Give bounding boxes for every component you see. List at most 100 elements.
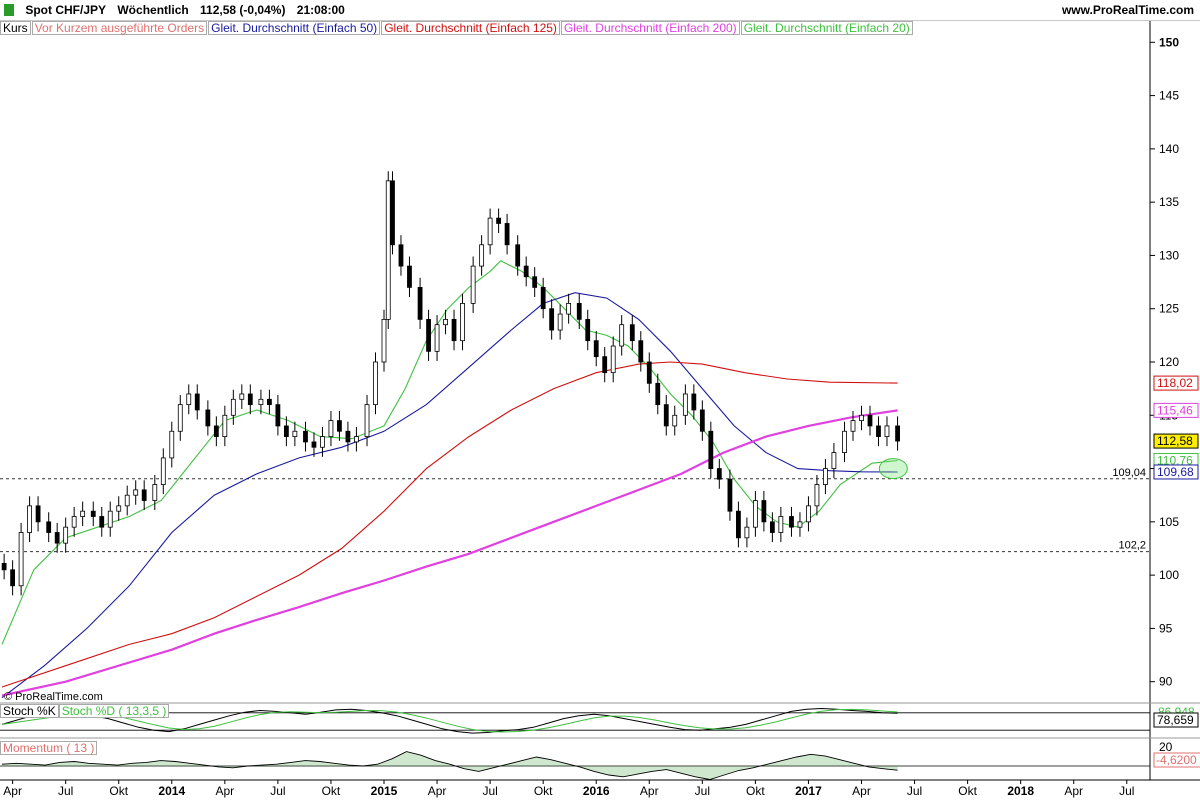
candle[interactable] [354,436,359,443]
candle[interactable] [18,532,24,587]
candle[interactable] [292,430,298,437]
legend-item-5[interactable]: Gleit. Durchschnitt (Einfach 20) [740,21,913,35]
candle[interactable] [247,393,253,406]
candle[interactable] [186,393,192,406]
candle[interactable] [141,489,147,501]
legend-item-1[interactable]: Vor Kurzem ausgeführte Orders [31,21,208,35]
candle[interactable] [303,430,308,443]
candle[interactable] [515,244,521,267]
candle[interactable] [320,436,325,448]
candle[interactable] [426,318,431,352]
candle[interactable] [258,398,264,406]
candle[interactable] [230,398,236,416]
candle[interactable] [337,420,342,432]
candle[interactable] [540,287,546,310]
candle[interactable] [789,516,794,528]
candle[interactable] [239,393,245,400]
candle[interactable] [752,500,758,528]
candle[interactable] [549,308,555,331]
momentum-label[interactable]: Momentum ( 13 ) [0,741,98,755]
candle[interactable] [876,425,881,437]
candle[interactable] [266,398,272,406]
candle[interactable] [744,526,750,539]
candle[interactable] [895,425,900,442]
candle[interactable] [443,318,448,326]
candle[interactable] [54,532,60,544]
candle[interactable] [859,414,864,422]
candle[interactable] [708,430,714,469]
stoch-legend-item-1[interactable]: Stoch %D ( 13,3,5 ) [58,704,170,718]
candle[interactable] [107,510,113,528]
candle[interactable] [699,409,705,432]
candle[interactable] [716,468,722,480]
candle[interactable] [283,425,289,437]
candle[interactable] [602,356,608,374]
candle[interactable] [727,478,733,512]
candle[interactable] [27,505,32,533]
candle[interactable] [451,318,457,342]
candle[interactable] [275,404,281,427]
candle[interactable] [90,510,96,517]
candle[interactable] [205,409,211,427]
legend-item-4[interactable]: Gleit. Durchschnitt (Einfach 200) [560,21,740,35]
candle[interactable] [655,382,661,406]
candle[interactable] [778,516,784,533]
candle[interactable] [638,340,644,363]
candle[interactable] [35,505,41,523]
candle[interactable] [133,489,139,496]
candle[interactable] [672,414,678,427]
candle[interactable] [610,345,616,374]
brand-link[interactable]: www.ProRealTime.com [1061,3,1194,17]
candle[interactable] [823,468,828,485]
candle[interactable] [390,180,395,246]
candle[interactable] [160,457,166,485]
candle[interactable] [663,404,669,427]
candle[interactable] [373,361,378,406]
candle[interactable] [797,521,803,528]
candle[interactable] [169,430,175,459]
candle[interactable] [487,217,493,246]
candle[interactable] [831,452,837,469]
candle[interactable] [116,505,122,512]
candle[interactable] [842,430,847,453]
candle[interactable] [576,302,582,320]
candle[interactable] [867,414,873,427]
candle[interactable] [71,516,77,528]
candle[interactable] [585,318,591,342]
candle[interactable] [194,393,200,411]
stoch-legend-item-0[interactable]: Stoch %K [0,704,59,718]
candle[interactable] [496,217,502,224]
instrument-name[interactable]: Spot CHF/JPY [25,3,107,17]
candle[interactable] [385,180,391,320]
candle[interactable] [381,318,387,363]
candle[interactable] [850,420,856,432]
candle[interactable] [63,526,69,544]
candle[interactable] [213,425,219,437]
candle[interactable] [10,569,16,587]
candle[interactable] [345,430,351,443]
candle[interactable] [619,324,625,347]
candle[interactable] [769,521,775,533]
legend-item-2[interactable]: Gleit. Durchschnitt (Einfach 50) [208,21,381,35]
candle[interactable] [691,393,697,411]
candle[interactable] [806,505,811,523]
candle[interactable] [222,414,228,437]
candle[interactable] [814,484,820,507]
candle[interactable] [736,510,741,539]
candle[interactable] [152,484,158,501]
candle[interactable] [682,393,688,416]
candle[interactable] [479,244,485,267]
candle[interactable] [504,223,510,246]
candle[interactable] [177,404,183,432]
candle[interactable] [460,302,465,342]
candle[interactable] [566,302,572,315]
candle[interactable] [311,441,317,448]
candle[interactable] [328,420,334,437]
candle[interactable] [407,265,412,288]
candle[interactable] [124,494,130,507]
period-label[interactable]: Wöchentlich [117,3,189,17]
candle[interactable] [523,265,529,278]
legend-item-0[interactable]: Kurs [0,21,31,35]
legend-item-3[interactable]: Gleit. Durchschnitt (Einfach 125) [381,21,560,35]
